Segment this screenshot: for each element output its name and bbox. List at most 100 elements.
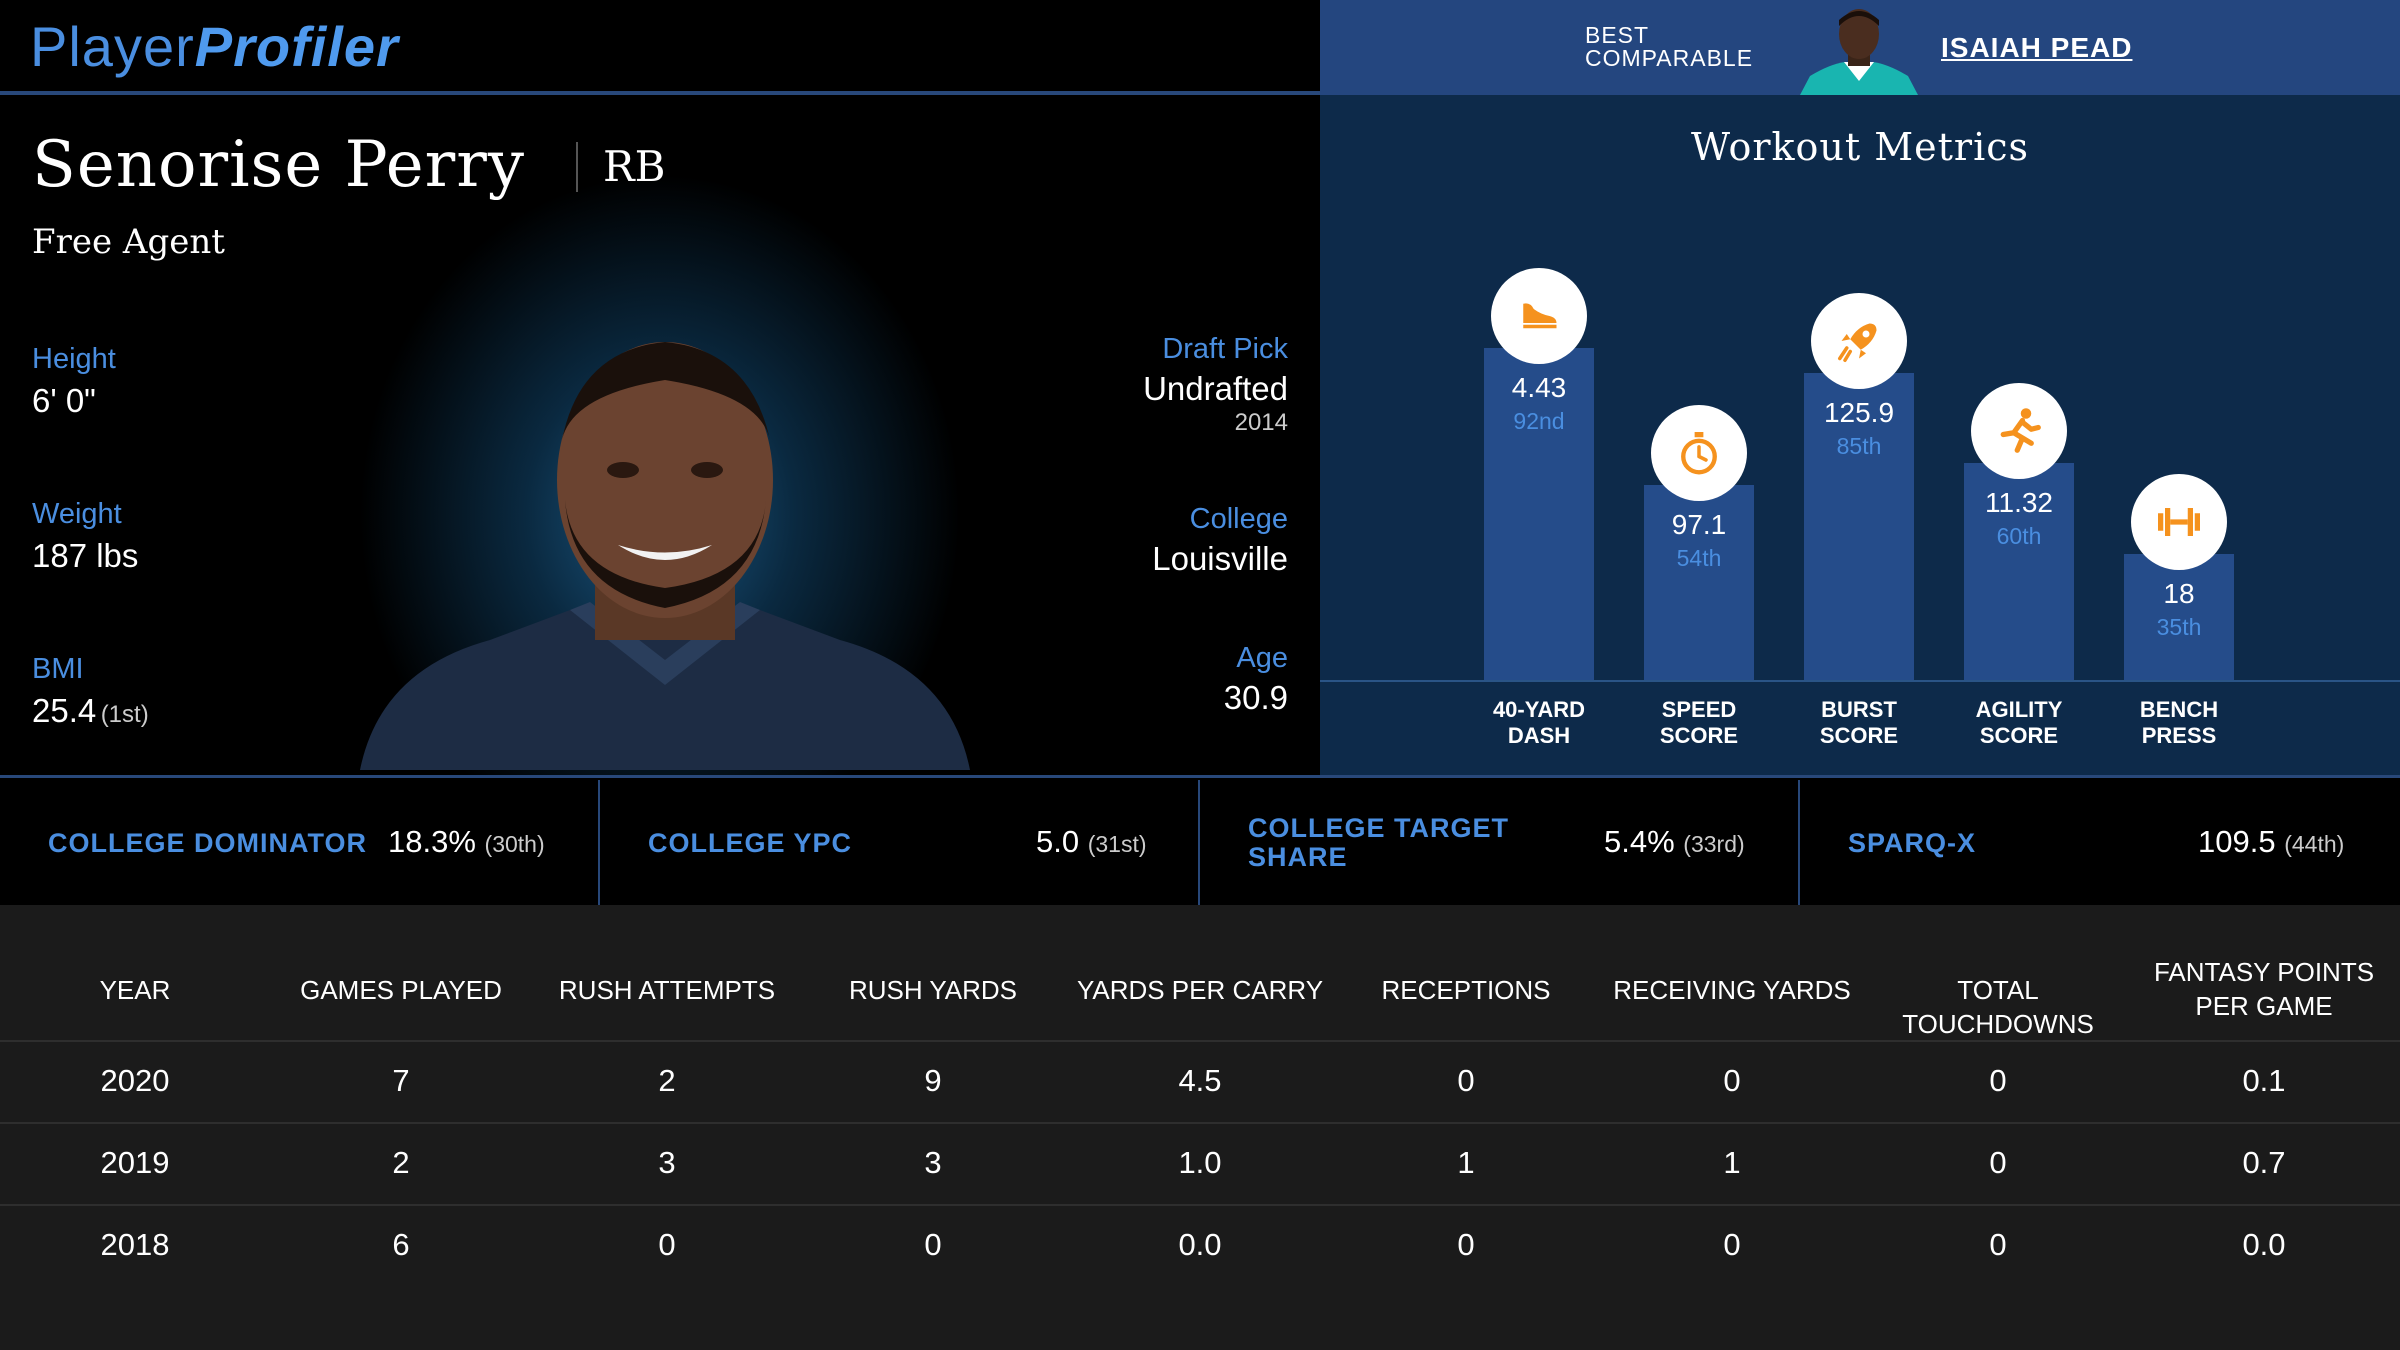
college-dominator-value: 18.3% (30th) bbox=[388, 824, 545, 859]
college-label: College bbox=[1189, 503, 1288, 535]
draft-label: Draft Pick bbox=[1162, 333, 1288, 365]
workout-bar[interactable] bbox=[1484, 347, 1594, 680]
strip-border bbox=[0, 775, 2400, 778]
draft-year: 2014 bbox=[1234, 409, 1288, 436]
row-divider bbox=[0, 1040, 2400, 1042]
table-cell: 0.1 bbox=[2242, 1063, 2286, 1098]
comparable-player-link[interactable]: ISAIAH PEAD bbox=[1941, 32, 2133, 63]
college-target-share-value: 5.4% (33rd) bbox=[1604, 824, 1745, 859]
table-header[interactable]: YARDS PER CARRY bbox=[1076, 975, 1324, 1005]
workout-metrics-title: Workout Metrics bbox=[1690, 125, 2030, 169]
college-ypc-label: COLLEGE YPC bbox=[648, 828, 853, 858]
dumbbell-icon bbox=[2131, 473, 2227, 570]
table-cell: 0 bbox=[1989, 1227, 2007, 1262]
bmi-rank: (1st) bbox=[100, 701, 149, 728]
table-cell: 0.7 bbox=[2242, 1145, 2286, 1180]
player-name: Senorise Perry bbox=[32, 128, 525, 202]
table-cell: 0 bbox=[1457, 1227, 1475, 1262]
workout-percentile: 60th bbox=[1996, 523, 2042, 550]
workout-value: 97.1 bbox=[1671, 508, 1727, 540]
table-header[interactable]: GAMES PLAYED bbox=[300, 975, 502, 1005]
workout-value: 18 bbox=[2163, 577, 2195, 609]
table-cell: 0 bbox=[924, 1227, 942, 1262]
table-header[interactable]: YEAR bbox=[99, 975, 171, 1005]
table-cell: 6 bbox=[392, 1227, 410, 1262]
age-label: Age bbox=[1236, 642, 1288, 674]
workout-percentile: 35th bbox=[2156, 613, 2202, 640]
runner-icon bbox=[1971, 383, 2067, 480]
player-photo bbox=[340, 340, 990, 770]
workout-label: SPEED SCORE bbox=[1659, 697, 1739, 748]
workout-label: AGILITY SCORE bbox=[1975, 697, 2063, 748]
table-cell: 2 bbox=[658, 1063, 676, 1098]
workout-label: BURST SCORE bbox=[1819, 697, 1899, 748]
table-cell: 0 bbox=[658, 1227, 676, 1262]
sparq-x-label: SPARQ-X bbox=[1848, 828, 1977, 858]
player-team: Free Agent bbox=[32, 222, 225, 262]
college-ypc-value: 5.0 (31st) bbox=[1036, 824, 1147, 859]
workout-bar[interactable] bbox=[1964, 463, 2074, 680]
table-cell: 9 bbox=[924, 1063, 942, 1098]
table-cell: 1.0 bbox=[1178, 1145, 1222, 1180]
table-cell: 0 bbox=[1723, 1063, 1741, 1098]
row-divider bbox=[0, 1122, 2400, 1124]
weight-value: 187 lbs bbox=[32, 537, 139, 574]
college-value: Louisville bbox=[1152, 540, 1288, 577]
workout-value: 4.43 bbox=[1511, 371, 1567, 403]
table-cell: 2018 bbox=[100, 1227, 170, 1262]
bmi-value: 25.4 bbox=[32, 692, 97, 729]
table-cell: 2 bbox=[392, 1145, 410, 1180]
workout-label: BENCH PRESS bbox=[2139, 697, 2219, 748]
name-divider bbox=[576, 142, 578, 192]
table-header[interactable]: TOTAL TOUCHDOWNS bbox=[1902, 975, 2094, 1039]
row-divider bbox=[0, 1204, 2400, 1206]
strip-divider bbox=[1198, 780, 1200, 905]
table-cell: 3 bbox=[658, 1145, 676, 1180]
sparq-x-value: 109.5 (44th) bbox=[2198, 824, 2345, 859]
best-comparable-label: BEST COMPARABLE bbox=[1585, 22, 1754, 71]
workout-bar[interactable] bbox=[1644, 484, 1754, 680]
table-cell: 0 bbox=[1723, 1227, 1741, 1262]
draft-value: Undrafted bbox=[1143, 370, 1288, 407]
weight-label: Weight bbox=[32, 498, 122, 530]
table-header[interactable]: RUSH YARDS bbox=[848, 975, 1018, 1005]
table-cell: 0 bbox=[1457, 1063, 1475, 1098]
workout-percentile: 54th bbox=[1676, 544, 1722, 571]
table-cell: 0 bbox=[1989, 1063, 2007, 1098]
height-label: Height bbox=[32, 343, 116, 375]
table-cell: 0.0 bbox=[1178, 1227, 1222, 1262]
table-header[interactable]: RECEIVING YARDS bbox=[1613, 975, 1851, 1005]
table-cell: 0.0 bbox=[2242, 1227, 2286, 1262]
bmi-value-group: 25.4 (1st) bbox=[32, 692, 149, 730]
rocket-icon bbox=[1811, 292, 1907, 389]
playerprofiler-logo[interactable]: PlayerProfiler bbox=[30, 15, 399, 78]
workout-value: 125.9 bbox=[1823, 396, 1895, 428]
strip-divider bbox=[1798, 780, 1800, 905]
header-bar bbox=[0, 0, 1320, 95]
strip-divider bbox=[598, 780, 600, 905]
bmi-label: BMI bbox=[32, 653, 84, 685]
table-cell: 1 bbox=[1723, 1145, 1741, 1180]
table-cell: 2019 bbox=[100, 1145, 170, 1180]
table-cell: 3 bbox=[924, 1145, 942, 1180]
shoe-icon bbox=[1491, 267, 1587, 364]
college-dominator-label: COLLEGE DOMINATOR bbox=[48, 828, 367, 858]
workout-label: 40-YARD DASH bbox=[1492, 697, 1586, 748]
workout-bar[interactable] bbox=[2124, 553, 2234, 680]
player-position: RB bbox=[603, 142, 666, 191]
table-header[interactable]: RECEPTIONS bbox=[1381, 975, 1551, 1005]
table-cell: 0 bbox=[1989, 1145, 2007, 1180]
height-value: 6' 0" bbox=[32, 382, 96, 419]
workout-bar[interactable] bbox=[1804, 372, 1914, 680]
season-stats-table bbox=[0, 905, 2400, 1350]
comparable-player-photo bbox=[1800, 6, 1918, 95]
table-cell: 1 bbox=[1457, 1145, 1475, 1180]
table-cell: 2020 bbox=[100, 1063, 170, 1098]
table-header[interactable]: RUSH ATTEMPTS bbox=[558, 975, 776, 1005]
workout-value: 11.32 bbox=[1985, 487, 2053, 519]
college-metrics-strip bbox=[0, 775, 2400, 905]
table-header[interactable]: FANTASY POINTS PER GAME bbox=[2153, 957, 2375, 1021]
stopwatch-icon bbox=[1651, 404, 1747, 501]
table-cell: 4.5 bbox=[1178, 1063, 1222, 1098]
chart-baseline bbox=[1320, 680, 2400, 682]
